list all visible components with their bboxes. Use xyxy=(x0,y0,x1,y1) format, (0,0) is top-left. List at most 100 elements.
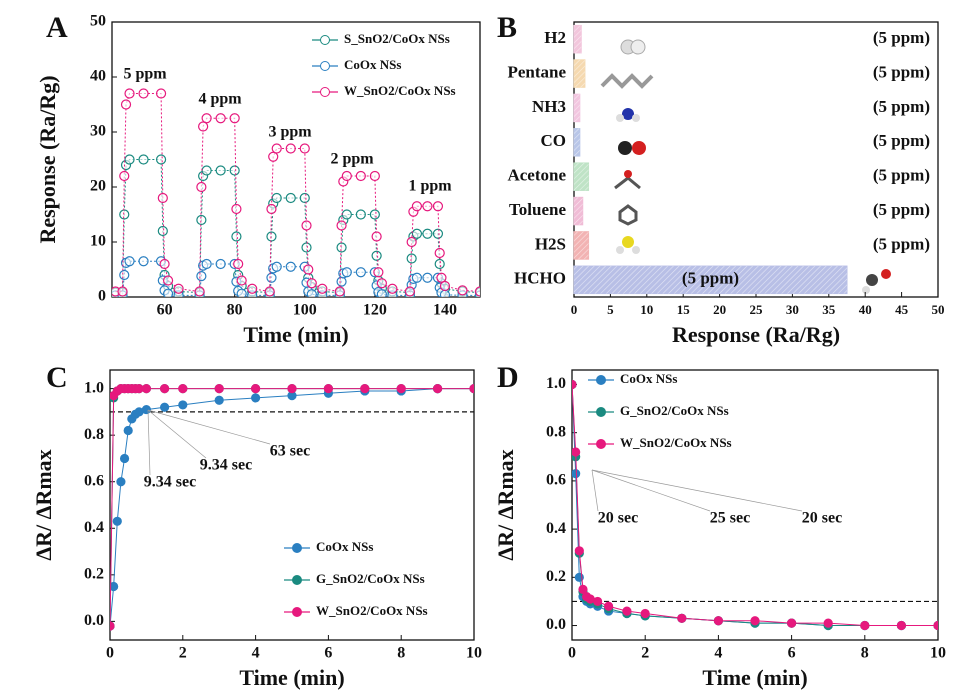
data-point xyxy=(411,272,423,283)
data-point xyxy=(215,258,226,270)
plot xyxy=(110,384,474,631)
data-point xyxy=(572,379,577,390)
leader-line xyxy=(591,469,599,512)
panel-label: B xyxy=(497,11,517,44)
y-axis-label: ΔR/ ΔRmax xyxy=(493,449,518,560)
data-point xyxy=(162,288,174,297)
x-tick-label: 0 xyxy=(571,302,578,317)
y-tick-label: 1.0 xyxy=(84,379,104,396)
category-label: CO xyxy=(541,131,567,150)
panel-label: A xyxy=(46,11,68,44)
x-axis-label: Response (Ra/Rg) xyxy=(672,322,840,347)
leader-line xyxy=(147,409,151,476)
legend-label: G_SnO2/CoOx NSs xyxy=(620,403,729,418)
data-point xyxy=(141,404,151,415)
annotation: (5 ppm) xyxy=(873,200,930,219)
data-point xyxy=(123,425,133,436)
data-point xyxy=(194,286,205,297)
data-point xyxy=(341,209,352,220)
annotation: 9.34 sec xyxy=(200,457,252,474)
legend-marker xyxy=(292,607,302,617)
x-tick-label: 35 xyxy=(822,302,836,317)
data-point xyxy=(117,286,128,297)
data-point xyxy=(371,250,382,261)
data-point xyxy=(264,286,275,297)
y-axis-label: Response (Ra/Rg) xyxy=(35,75,60,243)
data-point xyxy=(677,613,687,623)
bar-hatch xyxy=(574,197,583,225)
data-point xyxy=(201,258,212,270)
data-point xyxy=(323,384,333,394)
y-tick-label: 10 xyxy=(90,233,106,250)
legend-marker xyxy=(292,543,302,553)
data-point xyxy=(306,278,317,289)
x-axis-label: Time (min) xyxy=(702,665,807,690)
plot xyxy=(112,88,480,297)
data-point xyxy=(271,143,282,154)
x-tick-label: 2 xyxy=(641,645,649,662)
x-axis-label: Time (min) xyxy=(239,665,344,690)
annotation: (5 ppm) xyxy=(873,28,930,47)
data-point xyxy=(198,121,209,132)
x-axis-label: Time (min) xyxy=(243,322,348,347)
y-tick-label: 0.0 xyxy=(546,616,566,633)
annotation: (5 ppm) xyxy=(873,234,930,253)
y-tick-label: 0.8 xyxy=(84,426,104,443)
data-point xyxy=(474,286,480,297)
data-point xyxy=(341,170,352,182)
x-tick-label: 5 xyxy=(607,302,614,317)
legend-label: W_SnO2/CoOx NSs xyxy=(316,603,428,618)
data-point xyxy=(119,170,130,182)
data-point xyxy=(373,267,384,278)
bar-hatch xyxy=(574,128,580,157)
category-label: H2 xyxy=(544,28,566,47)
series-line xyxy=(572,384,938,627)
data-point xyxy=(355,267,366,278)
panel-label: D xyxy=(497,361,519,394)
x-tick-label: 20 xyxy=(713,302,726,317)
data-point xyxy=(301,220,312,231)
x-tick-label: 25 xyxy=(750,302,764,317)
data-point xyxy=(572,469,581,479)
data-point xyxy=(371,231,382,242)
data-point xyxy=(422,272,433,283)
x-tick-label: 80 xyxy=(227,302,243,319)
data-point xyxy=(251,393,261,403)
panel: A 60 80 100 120 140 Time (min) 0 10 20 30 40 50 Respo… xyxy=(35,11,481,347)
data-point xyxy=(196,214,207,226)
plot-frame xyxy=(109,369,475,641)
series-line xyxy=(572,384,938,627)
data-point xyxy=(287,384,297,394)
molecule-icons xyxy=(600,39,891,294)
x-tick-label: 30 xyxy=(786,302,799,317)
data-point xyxy=(157,192,168,204)
bar-hatch xyxy=(574,25,582,53)
data-point xyxy=(860,620,870,631)
data-point xyxy=(201,165,212,176)
bar-hatch xyxy=(574,231,589,260)
category-label: Pentane xyxy=(507,62,566,81)
data-point xyxy=(434,247,445,259)
data-point xyxy=(299,143,310,154)
leader-line xyxy=(147,409,207,459)
data-point xyxy=(162,275,174,286)
y-tick-label: 0.6 xyxy=(84,472,104,489)
data-point xyxy=(411,228,423,239)
bar-hatch xyxy=(574,162,589,191)
y-tick-label: 0.4 xyxy=(84,519,104,536)
data-point xyxy=(138,88,149,99)
data-point xyxy=(141,384,151,394)
data-point xyxy=(178,400,188,410)
data-point xyxy=(355,209,366,220)
category-label: Toluene xyxy=(509,200,566,219)
x-tick-label: 50 xyxy=(932,302,945,317)
data-point xyxy=(196,271,207,282)
x-tick-label: 15 xyxy=(677,302,691,317)
data-point xyxy=(750,616,760,626)
x-tick-label: 4 xyxy=(252,645,260,662)
leader-line xyxy=(591,469,711,512)
data-point xyxy=(823,618,833,628)
data-point xyxy=(334,286,345,297)
bar-hatch xyxy=(574,94,580,122)
data-point xyxy=(369,209,380,220)
